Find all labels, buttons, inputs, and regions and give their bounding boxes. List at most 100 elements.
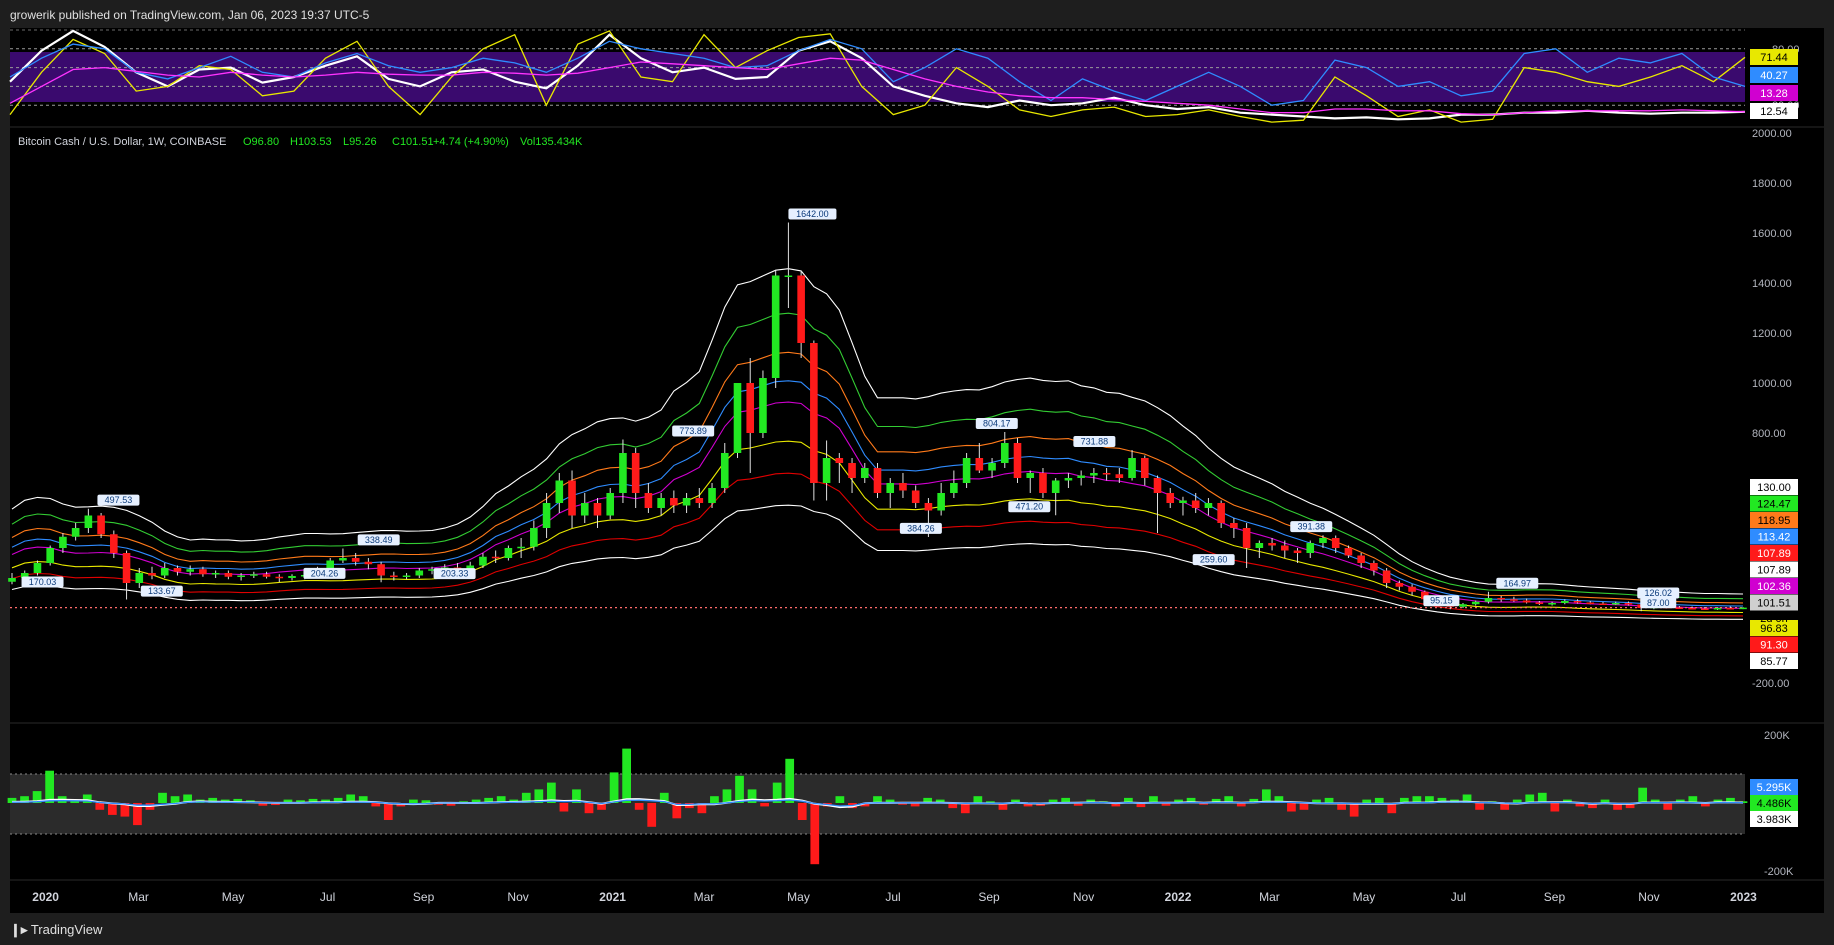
- candle-body: [670, 498, 678, 506]
- price-axis-tick: 2000.00: [1752, 128, 1792, 140]
- pivot-label: 259.60: [1200, 555, 1228, 565]
- volume-bar: [534, 789, 544, 803]
- pivot-label-box: [788, 208, 837, 220]
- volume-bar: [1124, 797, 1133, 803]
- volume-value-tag-box: [1750, 779, 1798, 795]
- volume-bar: [1073, 803, 1083, 806]
- volume-pane: [7, 748, 1748, 865]
- volume-bar: [1500, 803, 1510, 810]
- volume-bar: [885, 799, 895, 803]
- volume-axis-tick: -200K: [1764, 866, 1794, 878]
- tradingview-logo[interactable]: ❙▸ TradingView: [10, 922, 102, 938]
- candle-body: [1280, 545, 1289, 551]
- volume-bar: [672, 803, 682, 819]
- volume-bar: [1324, 797, 1334, 803]
- time-axis-tick: Sep: [413, 890, 435, 904]
- candle-body: [415, 570, 424, 576]
- price-pane: 170.03 497.53 133.67 204.26 338.49 203.33 773.…: [8, 208, 1747, 620]
- ohlc-close: C101.51: [392, 136, 434, 148]
- candle-body: [619, 453, 627, 493]
- candle-body: [1128, 458, 1136, 478]
- candle-body: [517, 546, 525, 549]
- time-axis-tick: Nov: [1073, 890, 1094, 904]
- ohlc-change: +4.74 (+4.90%): [433, 136, 509, 148]
- volume-bar: [383, 803, 393, 820]
- candle-body: [1548, 603, 1556, 605]
- volume-bar: [321, 799, 330, 803]
- candle-body: [1191, 500, 1200, 508]
- volume-bar: [722, 789, 732, 803]
- pivot-label: 338.49: [365, 535, 393, 545]
- volume-bar: [1650, 799, 1660, 803]
- pivot-label: 95.15: [1430, 596, 1453, 606]
- pivot-label-box: [899, 522, 942, 534]
- volume-bar: [760, 803, 769, 807]
- volume-bar: [496, 796, 506, 803]
- volume-bar: [547, 782, 556, 803]
- band-line-outer_lower: [11, 504, 1743, 620]
- tv-brand-label: TradingView: [30, 922, 103, 937]
- candle-body: [644, 493, 653, 508]
- candle-body: [186, 569, 194, 572]
- pivot-label-box: [1073, 436, 1116, 448]
- time-axis-tick: May: [222, 890, 245, 904]
- candle-body: [377, 564, 385, 576]
- oscillator-pane: [9, 29, 1746, 123]
- candle-body: [1217, 503, 1225, 523]
- candle-body: [491, 556, 500, 559]
- candle-body: [110, 534, 118, 553]
- volume-bar: [1299, 803, 1309, 810]
- candle-body: [1510, 599, 1518, 601]
- candle-body: [1344, 548, 1353, 556]
- price-axis[interactable]: 80.0020.002000.001800.001600.001400.0012…: [1750, 44, 1800, 878]
- volume-bar: [7, 797, 17, 803]
- candle-body: [364, 561, 373, 565]
- candle-body: [275, 576, 284, 579]
- volume-bar: [271, 803, 280, 806]
- volume-bar: [948, 803, 958, 809]
- candle-body: [1255, 543, 1264, 548]
- candle-body: [975, 458, 984, 471]
- volume-bar: [1412, 796, 1422, 803]
- volume-bar: [32, 791, 42, 803]
- volume-bar: [1287, 803, 1296, 812]
- ohlc-volume: Vol135.434K: [520, 136, 583, 148]
- candle-body: [1153, 478, 1162, 493]
- volume-value-tag: 3.983K: [1757, 814, 1793, 826]
- candle-body: [759, 378, 767, 433]
- candle-body: [657, 498, 665, 508]
- volume-bar: [1048, 799, 1058, 803]
- candle-body: [1459, 604, 1467, 607]
- candle-body: [148, 573, 156, 576]
- volume-bar: [1236, 803, 1246, 807]
- candle-body: [1115, 474, 1124, 478]
- price-value-tag-box: [1750, 545, 1798, 561]
- pivot-label-box: [21, 576, 64, 588]
- publish-header: growerik published on TradingView.com, J…: [0, 0, 1834, 28]
- price-axis-tick: 1600.00: [1752, 228, 1792, 240]
- candle-body: [708, 488, 716, 503]
- candle-body: [46, 548, 54, 563]
- candle-body: [1268, 543, 1276, 546]
- candle-body: [1370, 563, 1378, 571]
- candle-body: [160, 568, 169, 576]
- volume-bar: [107, 803, 117, 815]
- osc-value-tag: 13.28: [1760, 88, 1788, 100]
- candle-body: [250, 574, 258, 576]
- volume-bar: [1425, 796, 1434, 803]
- pivot-label-box: [1496, 577, 1539, 589]
- candle-body: [211, 573, 220, 575]
- candle-body: [466, 565, 475, 569]
- pivot-label: 126.02: [1644, 588, 1672, 598]
- price-value-tag-box: [1750, 528, 1798, 545]
- price-axis-tick: -200.00: [1752, 678, 1789, 690]
- candle-body: [1586, 602, 1595, 604]
- volume-bar: [910, 803, 920, 807]
- time-axis[interactable]: 2020 Mar May Jul Sep Nov 2021 Mar May Jul Sep Nov 20…: [32, 890, 1757, 904]
- candle-body: [746, 383, 755, 433]
- pivot-label-box: [140, 585, 183, 597]
- candle-body: [1140, 458, 1149, 478]
- time-axis-tick: Mar: [128, 890, 149, 904]
- pivot-label-box: [303, 567, 346, 579]
